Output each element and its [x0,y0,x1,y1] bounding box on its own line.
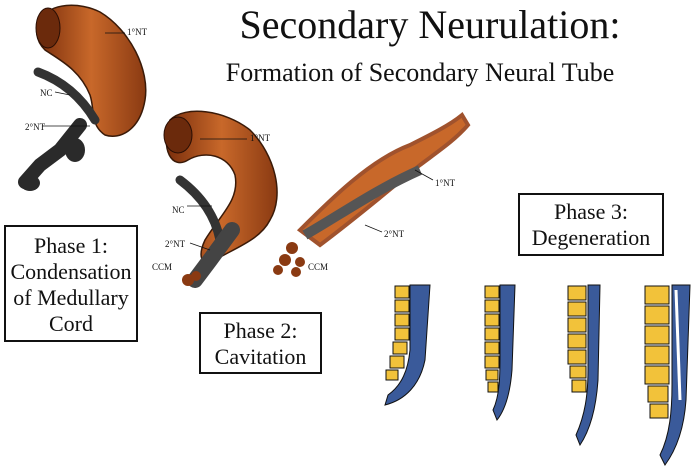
phase2-line2: Cavitation [214,344,307,369]
label-secondary-nt-3: 2°NT [384,229,405,239]
phase2-box: Phase 2: Cavitation [199,312,322,374]
label-primary-nt-2: 1°NT [250,133,271,143]
label-nc: NC [40,88,53,98]
cavitation-illustration [273,111,471,277]
label-leader-lines [42,32,434,251]
phase3-line2: Degeneration [531,225,651,250]
label-ccm: CCM [152,262,173,272]
label-primary-nt: 1°NT [127,27,148,37]
phase1-box: Phase 1: Condensation of Medullary Cord [4,225,138,342]
tail-1 [384,284,431,406]
phase3-line1: Phase 3: [554,199,628,224]
phase1-line3: of Medullary [13,285,129,310]
degeneration-tails-illustration [384,284,691,466]
tail-2 [484,284,516,421]
label-primary-nt-3: 1°NT [435,178,456,188]
phase2-line1: Phase 2: [223,318,298,343]
label-nc-2: NC [172,205,185,215]
phase1-line4: Cord [49,311,93,336]
label-ccm-2: CCM [308,262,329,272]
phase2-embryo-illustration [163,110,278,288]
tail-4 [644,284,691,466]
label-secondary-nt: 2°NT [25,122,46,132]
page-title: Secondary Neurulation: [239,2,621,47]
phase1-embryo-illustration [18,4,147,191]
page-subtitle: Formation of Secondary Neural Tube [225,58,615,87]
phase1-line2: Condensation [10,259,132,284]
label-secondary-nt-2: 2°NT [165,239,186,249]
tail-3 [567,284,601,447]
phase3-box: Phase 3: Degeneration [518,193,664,256]
phase1-line1: Phase 1: [34,233,108,258]
